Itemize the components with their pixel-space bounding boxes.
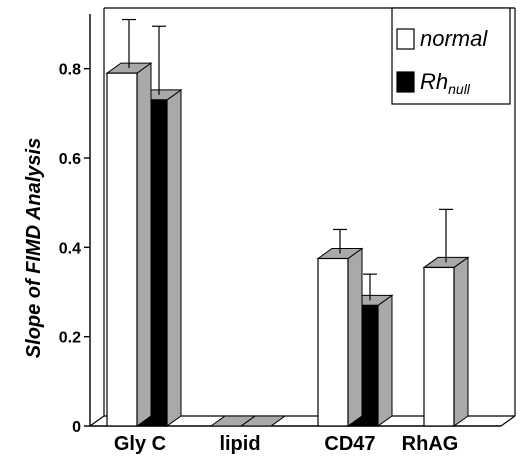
bar-normal-gly-c-front [106,72,138,427]
x-category-label: RhAG [402,433,459,455]
y-tick-label: 0.6 [59,151,81,168]
legend-swatch-rhnull [396,71,415,93]
legend-label-normal: normal [420,26,488,51]
bar-normal-cd47-side [347,247,363,427]
bar-normal-rhag-front [423,266,455,427]
bar-normal-lipid-top [209,415,257,427]
legend: normal Rhnull [391,7,511,105]
y-tick-label: 0.8 [59,62,81,79]
x-axis-categories: Gly C lipid CD47 RhAG [114,433,458,455]
y-tick-label: 0.2 [59,330,81,347]
bar-rhnull-gly-c-side [166,88,182,427]
legend-swatch-normal [396,28,415,50]
errorbar-normal-rhag [439,208,453,263]
errorbar-normal-cd47 [333,228,347,254]
y-axis: 0 0.2 0.4 0.6 0.8 [59,14,91,436]
x-category-label: lipid [219,433,260,455]
legend-label-rh: Rh [420,69,448,94]
legend-label-rhnull: Rhnull [420,69,471,97]
bar-normal-rhag-side [453,256,469,427]
bar-normal-cd47-front [317,257,349,427]
bar-normal-gly-c-side [136,62,152,427]
bar-normal-cd47 [316,247,364,427]
floor-right-edge [500,415,516,427]
legend-label-null-subscript: null [448,81,471,97]
x-category-label: CD47 [324,433,375,455]
bars [105,18,470,427]
floor-left-edge [89,415,105,427]
y-tick-label: 0 [72,419,81,436]
y-tick-label: 0.4 [59,240,81,257]
errorbar-rhnull-cd47 [363,273,377,301]
bar-normal-lipid [209,415,257,427]
errorbar-rhnull-gly-c [152,25,166,95]
bar-normal-gly-c [105,62,153,427]
y-axis-label: Slope of FIMD Analysis [23,138,45,358]
errorbar-normal-gly-c [122,18,136,69]
bar-rhnull-cd47-side [377,294,393,427]
x-category-label: Gly C [114,433,166,455]
bar-normal-rhag [422,256,470,427]
